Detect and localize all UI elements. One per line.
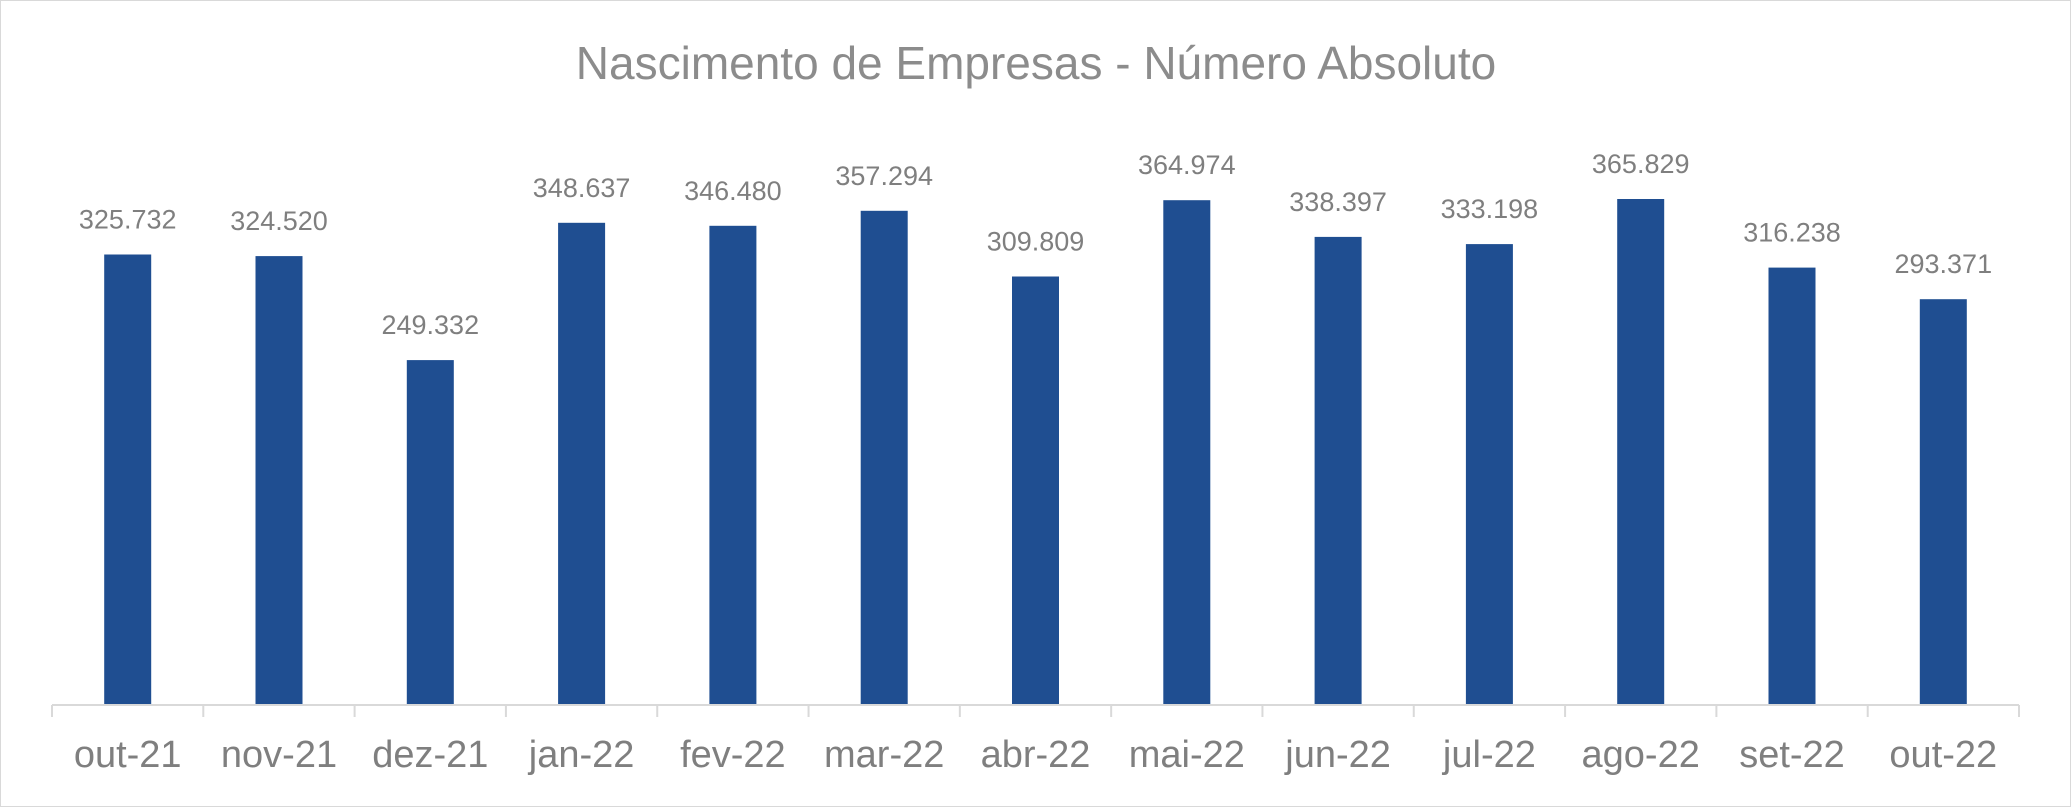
- data-label-nov-21: 324.520: [230, 206, 328, 236]
- bar-set-22: [1768, 267, 1816, 705]
- bar-abr-22: [1012, 276, 1059, 705]
- bar-ago-22: [1617, 199, 1665, 705]
- data-label-jun-22: 338.397: [1289, 187, 1387, 217]
- data-label-out-21: 325.732: [79, 205, 177, 235]
- x-tick-label-jul-22: jul-22: [1442, 734, 1536, 776]
- x-tick-label-jun-22: jun-22: [1284, 734, 1391, 776]
- data-label-jul-22: 333.198: [1441, 194, 1539, 224]
- x-tick-label-dez-21: dez-21: [372, 734, 488, 776]
- bar-nov-21: [255, 256, 303, 705]
- bar-out-22: [1919, 299, 1967, 705]
- data-label-jan-22: 348.637: [533, 173, 631, 203]
- x-tick-label-mar-22: mar-22: [824, 734, 944, 776]
- x-tick-label-set-22: set-22: [1739, 734, 1845, 776]
- data-label-dez-21: 249.332: [381, 310, 479, 340]
- data-labels-layer: 325.732 324.520 249.332 348.637 346.480 357.2…: [79, 149, 1992, 340]
- data-label-out-22: 293.371: [1894, 249, 1992, 279]
- data-label-mar-22: 357.294: [835, 161, 933, 191]
- x-tick-label-nov-21: nov-21: [221, 734, 337, 776]
- bar-dez-21: [406, 360, 454, 705]
- x-tick-label-out-21: out-21: [74, 734, 182, 776]
- x-tick-label-abr-22: abr-22: [981, 734, 1091, 776]
- bar-jan-22: [558, 222, 606, 706]
- bar-mar-22: [860, 210, 908, 706]
- x-tick-label-ago-22: ago-22: [1582, 734, 1700, 776]
- x-tick-label-fev-22: fev-22: [680, 734, 786, 776]
- data-label-set-22: 316.238: [1743, 218, 1841, 248]
- chart-title: Nascimento de Empresas - Número Absoluto: [576, 37, 1496, 89]
- x-tick-label-mai-22: mai-22: [1129, 734, 1245, 776]
- x-axis: out-21 nov-21 dez-21 jan-22 fev-22 mar-22 abr-…: [51, 704, 2020, 776]
- bar-out-21: [104, 254, 152, 705]
- data-label-ago-22: 365.829: [1592, 149, 1690, 179]
- bar-fev-22: [709, 225, 757, 706]
- bar-jun-22: [1314, 236, 1362, 705]
- bars-layer: [104, 199, 1967, 706]
- data-label-fev-22: 346.480: [684, 176, 782, 206]
- bar-mai-22: [1163, 200, 1211, 705]
- x-tick-label-out-22: out-22: [1889, 734, 1997, 776]
- x-tick-label-jan-22: jan-22: [528, 734, 635, 776]
- data-label-abr-22: 309.809: [987, 227, 1085, 257]
- bar-jul-22: [1465, 244, 1513, 705]
- data-label-mai-22: 364.974: [1138, 150, 1236, 180]
